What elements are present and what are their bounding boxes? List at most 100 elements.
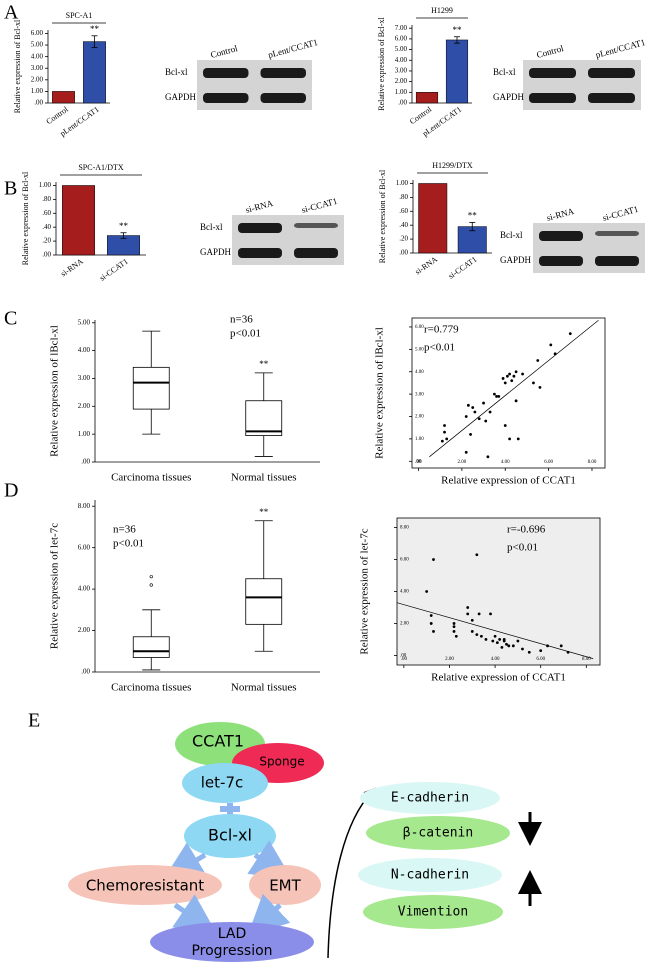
x-tick-label: Carcinoma tissues (111, 682, 191, 694)
point (429, 622, 433, 625)
band (203, 93, 249, 103)
y-tick-label: .60 (42, 209, 51, 217)
y-tick-label: .00 (34, 99, 43, 107)
lane-label: si-CCAT1 (601, 204, 639, 223)
point (470, 630, 474, 633)
x-tick-label: si-CCAT1 (447, 255, 479, 281)
node-label: Vimention (398, 905, 468, 920)
point (566, 650, 570, 654)
stat-label: n=36 (230, 314, 253, 326)
lane-label: si-RNA (545, 206, 575, 223)
significance: ** (119, 221, 129, 231)
y-tick-label: 4.00 (415, 370, 424, 375)
row-label: GAPDH (500, 255, 532, 265)
point (488, 410, 492, 414)
bar (52, 91, 75, 104)
y-tick-label: 1.00 (31, 87, 44, 95)
point (469, 433, 472, 436)
x-tick-label: Carcinoma tissues (111, 472, 191, 484)
point (443, 424, 446, 427)
stat-label: r=-0.696 (507, 524, 546, 536)
row-label: Bcl-xl (500, 230, 523, 240)
band (539, 256, 583, 266)
y-axis-label: Relative expression of Bcl-xl (377, 16, 386, 110)
point (452, 625, 456, 629)
y-tick-label: 6.00 (78, 543, 91, 551)
point (484, 638, 488, 641)
band (595, 231, 639, 236)
row-label: Bcl-xl (200, 222, 223, 232)
node (182, 763, 268, 803)
node (360, 782, 500, 814)
y-tick-label: 3.00 (415, 392, 424, 397)
y-tick-label: .60 (399, 207, 408, 215)
band (260, 93, 306, 103)
y-tick-label: 4.00 (78, 585, 91, 593)
point (466, 612, 470, 616)
point (493, 392, 496, 396)
point (539, 649, 543, 653)
point (464, 450, 468, 454)
curved-arrow (327, 787, 377, 959)
y-tick-label: .00 (398, 99, 407, 107)
node-label: LAD (218, 926, 246, 942)
y-tick-label: 4.00 (78, 346, 91, 354)
bar (415, 92, 439, 104)
point (516, 639, 520, 643)
y-tick-label: 3.00 (395, 67, 408, 75)
y-tick-label: 6.00 (395, 34, 408, 42)
y-tick-label: 5.00 (415, 347, 424, 352)
point (466, 403, 470, 407)
x-axis-label: Relative expression of CCAT1 (441, 475, 576, 487)
node-label: let-7c (201, 774, 243, 792)
y-tick-label: 4.00 (31, 52, 44, 60)
y-tick-label: 5.00 (31, 41, 44, 49)
x-tick-label: Control (408, 104, 434, 126)
y-tick-label: 8.00 (78, 502, 91, 510)
x-tick-label: si-RNA (413, 255, 439, 277)
y-axis-label: Relative expression of lBcl-xl (374, 327, 386, 459)
point (508, 372, 511, 376)
y-tick-label: 6.00 (415, 325, 424, 330)
point (454, 634, 458, 638)
row-label: Bcl-xl (493, 67, 516, 77)
point (549, 343, 553, 347)
y-tick-label: 6.00 (31, 29, 44, 37)
bar (445, 39, 469, 104)
point (452, 622, 456, 625)
box (132, 636, 170, 658)
outlier (149, 575, 153, 579)
node-label: Sponge (259, 755, 304, 769)
stat-label: p<0.01 (424, 342, 455, 354)
point (503, 381, 507, 385)
y-tick-label: 6.00 (400, 558, 409, 563)
node-label: Chemoresistant (86, 877, 204, 895)
point (486, 455, 490, 459)
point (507, 644, 511, 648)
node (363, 895, 503, 929)
y-axis-label: Relative expression of let-7c (49, 523, 61, 649)
y-tick-label: 1.00 (415, 437, 424, 442)
lane-label: pLent/CCAT1 (594, 37, 646, 60)
bar (83, 41, 106, 104)
lane-label: pLent/CCAT1 (267, 37, 319, 60)
point (514, 399, 518, 403)
y-tick-label: 3.00 (78, 374, 91, 382)
point (477, 417, 481, 421)
x-tick-label: 2.00 (458, 460, 467, 465)
point (440, 439, 444, 443)
point (498, 638, 502, 641)
arrow (247, 840, 292, 879)
y-tick-label: 8.00 (400, 526, 409, 531)
y-tick-label: 4.00 (400, 590, 409, 595)
significance: ** (90, 24, 100, 34)
point (470, 618, 474, 622)
chart-title: H1299/DTX (432, 161, 473, 170)
point (559, 644, 563, 648)
point (506, 374, 509, 378)
panel-label: E (28, 710, 40, 732)
lane-label: Control (209, 43, 239, 60)
x-tick-label: 6.00 (536, 657, 545, 662)
y-tick-label: .00 (81, 668, 90, 676)
